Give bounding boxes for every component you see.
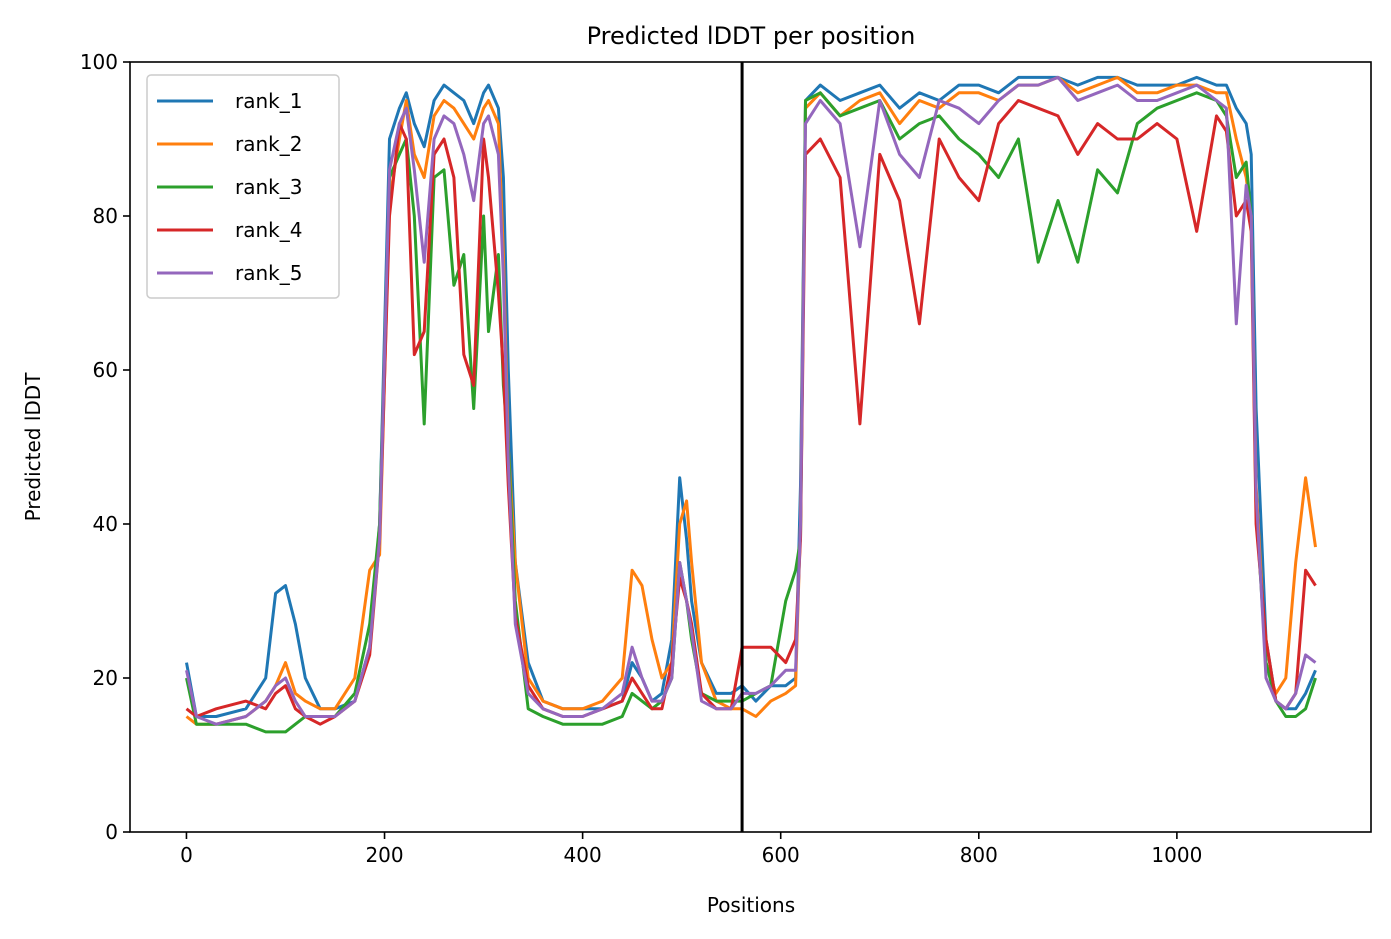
x-tick-label: 800 [960, 843, 998, 867]
x-tick-label: 400 [564, 843, 602, 867]
legend-label: rank_1 [235, 89, 302, 113]
legend-box [146, 74, 340, 299]
y-tick-label: 40 [93, 512, 118, 536]
legend-label: rank_5 [235, 261, 302, 285]
series-line-rank_1 [185, 75, 1317, 718]
y-tick-label: 60 [93, 358, 118, 382]
plot-frame [129, 61, 1372, 833]
y-tick-label: 80 [93, 204, 118, 228]
x-tick-label: 600 [762, 843, 800, 867]
legend-label: rank_4 [235, 218, 302, 242]
chart-title: Predicted lDDT per position [587, 22, 916, 50]
legend-label: rank_2 [235, 132, 302, 156]
series-layer [185, 75, 1317, 734]
x-tick-label: 1000 [1151, 843, 1202, 867]
y-tick-label: 0 [105, 820, 118, 844]
y-axis-ticks: 0 20 40 60 80 100 [80, 50, 130, 844]
series-line-rank_5 [185, 75, 1317, 726]
x-axis-ticks: 0 200 400 600 800 1000 [180, 832, 1202, 867]
legend-label: rank_3 [235, 175, 302, 199]
x-tick-label: 0 [180, 843, 193, 867]
x-tick-label: 200 [365, 843, 403, 867]
x-axis-title: Positions [707, 893, 795, 917]
legend: rank_1 rank_2 rank_3 rank_4 rank_5 [146, 74, 340, 299]
y-tick-label: 20 [93, 666, 118, 690]
y-axis-title: Predicted lDDT [21, 372, 45, 522]
y-tick-label: 100 [80, 50, 118, 74]
